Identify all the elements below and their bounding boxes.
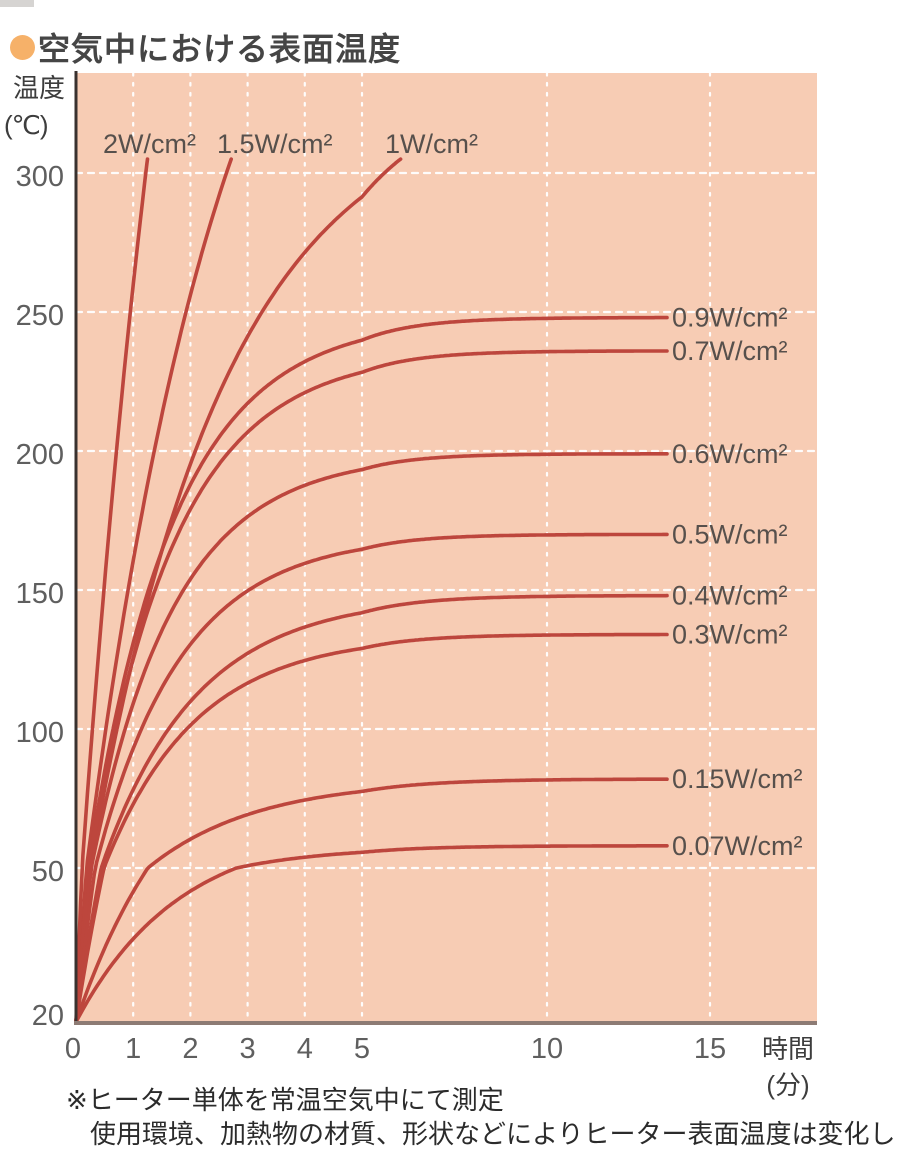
- y-axis-title-line1: 温度: [13, 73, 66, 103]
- y-axis-title-line2: (℃): [4, 110, 49, 140]
- y-tick-label: 150: [16, 578, 64, 610]
- y-tick-label: 100: [16, 717, 64, 749]
- x-axis-title-line1: 時間: [761, 1034, 814, 1064]
- temperature-curve-0.5w: [74, 532, 669, 1024]
- y-axis-title: 温度 (℃): [2, 70, 65, 144]
- x-tick-label: 1: [125, 1033, 141, 1065]
- temperature-curve-1.5w: [74, 157, 233, 1024]
- series-label-0.15w: 0.15W/cm²: [672, 764, 803, 794]
- footnote: ※ヒーター単体を常温空気中にて測定 使用環境、加熱物の材質、形状などによりヒータ…: [66, 1083, 900, 1151]
- temperature-curve-0.3w: [74, 632, 669, 1024]
- y-tick-label: 200: [16, 439, 64, 471]
- footnote-line2: 使用環境、加熱物の材質、形状などによりヒーター表面温度は変化します。: [90, 1119, 900, 1149]
- temperature-curve-0.9w: [74, 315, 669, 1024]
- y-tick-label: 50: [32, 856, 64, 888]
- bullet-icon: [10, 34, 35, 60]
- series-label-1w: 1W/cm²: [385, 129, 478, 159]
- footnote-line1: ※ヒーター単体を常温空気中にて測定: [66, 1085, 504, 1115]
- chart-title: 空気中における表面温度: [10, 24, 401, 70]
- y-tick-label: 300: [16, 161, 64, 193]
- series-label-2w: 2W/cm²: [103, 129, 196, 159]
- series-label-0.6w: 0.6W/cm²: [672, 439, 788, 469]
- series-label-0.7w: 0.7W/cm²: [672, 336, 788, 366]
- x-axis-title-line2: (分): [766, 1070, 810, 1100]
- temperature-curve-0.7w: [74, 349, 669, 1024]
- series-label-1.5w: 1.5W/cm²: [217, 129, 333, 159]
- chart-title-text: 空気中における表面温度: [38, 31, 402, 67]
- temperature-curve-2w: [74, 157, 150, 1024]
- x-tick-label: 3: [240, 1033, 256, 1065]
- plot-area: [76, 73, 817, 1022]
- x-tick-label: 10: [531, 1033, 563, 1065]
- y-tick-label: 20: [32, 1000, 64, 1032]
- temperature-curve-0.4w: [74, 593, 669, 1024]
- x-tick-label: 0: [65, 1033, 81, 1065]
- scan-artifact: [0, 0, 34, 7]
- x-tick-label: 4: [297, 1033, 313, 1065]
- series-label-0.4w: 0.4W/cm²: [672, 581, 788, 611]
- temperature-curve-0.15w: [74, 777, 669, 1024]
- x-tick-label: 5: [354, 1033, 370, 1065]
- series-label-0.07w: 0.07W/cm²: [672, 831, 803, 861]
- temperature-curve-0.6w: [74, 452, 669, 1024]
- temperature-curve-0.07w: [74, 844, 669, 1024]
- series-label-0.9w: 0.9W/cm²: [672, 303, 788, 333]
- x-axis-title: 時間 (分): [748, 1031, 828, 1103]
- y-tick-label: 250: [16, 300, 64, 332]
- x-tick-label: 2: [182, 1033, 198, 1065]
- x-tick-label: 15: [694, 1033, 726, 1065]
- series-label-0.5w: 0.5W/cm²: [672, 519, 788, 549]
- series-label-0.3w: 0.3W/cm²: [672, 619, 788, 649]
